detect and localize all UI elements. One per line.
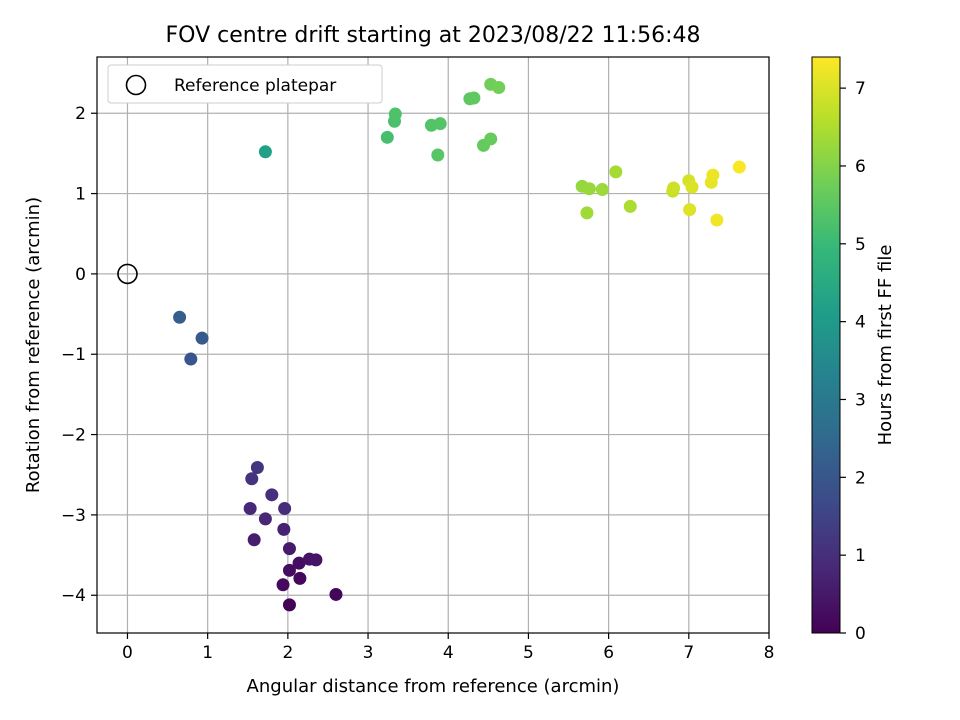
legend: Reference platepar <box>107 64 383 104</box>
colorbar-tick-label: 7 <box>855 79 866 99</box>
data-point <box>685 180 699 194</box>
y-tick-label: 1 <box>75 185 86 205</box>
colorbar-gradient <box>811 56 841 634</box>
data-point <box>195 331 209 345</box>
plot-frame <box>96 56 770 634</box>
data-points <box>173 77 746 612</box>
data-point <box>706 168 720 182</box>
data-point <box>329 587 343 601</box>
data-point <box>245 472 259 486</box>
data-point <box>582 182 596 196</box>
y-tick-label: 2 <box>75 104 86 124</box>
y-tick-label: −2 <box>61 426 86 446</box>
data-point <box>282 598 296 612</box>
colorbar-tick-label: 3 <box>855 390 866 410</box>
y-tick-label: −1 <box>61 345 86 365</box>
data-point <box>258 512 272 526</box>
x-tick-label: 2 <box>282 643 293 663</box>
x-tick-label: 6 <box>603 643 614 663</box>
x-axis-ticks: 0 1 2 3 4 5 6 7 8 <box>122 633 774 663</box>
colorbar: 0 1 2 3 4 5 6 7 Hours from first FF file <box>811 56 896 644</box>
colorbar-tick-label: 4 <box>855 313 866 333</box>
reference-platepar-marker <box>117 263 138 285</box>
colorbar-ticks: 0 1 2 3 4 5 6 7 <box>840 79 866 644</box>
x-tick-label: 3 <box>363 643 374 663</box>
data-point <box>732 160 746 174</box>
colorbar-tick-label: 2 <box>855 468 866 488</box>
data-point <box>265 488 279 502</box>
data-point <box>388 107 402 121</box>
y-axis-label: Rotation from reference (arcmin) <box>23 197 44 493</box>
data-point <box>667 181 681 195</box>
data-point <box>710 213 724 227</box>
colorbar-tick-label: 1 <box>855 546 866 566</box>
colorbar-tick-label: 0 <box>855 624 866 644</box>
legend-open-circle-icon <box>125 74 147 96</box>
data-point <box>623 199 637 213</box>
data-point <box>292 556 306 570</box>
data-point <box>309 553 323 567</box>
data-point <box>278 501 292 515</box>
x-tick-label: 8 <box>764 643 775 663</box>
data-point <box>258 145 272 159</box>
data-point <box>683 203 697 217</box>
x-tick-label: 1 <box>202 643 213 663</box>
y-axis-ticks: 2 1 0 −1 −2 −3 −4 <box>61 104 97 606</box>
colorbar-label: Hours from first FF file <box>875 245 896 446</box>
data-point <box>492 81 506 95</box>
grid-lines <box>97 57 770 633</box>
x-tick-label: 0 <box>122 643 133 663</box>
data-point <box>484 132 498 146</box>
x-tick-label: 4 <box>443 643 454 663</box>
y-tick-label: −3 <box>61 506 86 526</box>
x-axis-label: Angular distance from reference (arcmin) <box>247 676 620 697</box>
data-point <box>282 542 296 556</box>
data-point <box>433 117 447 131</box>
data-point <box>467 91 481 105</box>
legend-label: Reference platepar <box>174 76 336 96</box>
colorbar-tick-label: 5 <box>855 235 866 255</box>
data-point <box>243 501 257 515</box>
data-point <box>184 352 198 366</box>
data-point <box>580 206 594 220</box>
data-point <box>250 461 264 475</box>
data-point <box>276 578 290 592</box>
data-point <box>380 130 394 144</box>
x-tick-label: 7 <box>683 643 694 663</box>
data-point <box>282 563 296 577</box>
data-point <box>595 183 609 197</box>
chart-title: FOV centre drift starting at 2023/08/22 … <box>166 23 701 48</box>
data-point <box>293 571 307 585</box>
data-point <box>431 148 445 162</box>
data-point <box>247 533 261 547</box>
y-tick-label: −4 <box>61 586 86 606</box>
y-tick-label: 0 <box>75 265 86 285</box>
x-tick-label: 5 <box>523 643 534 663</box>
data-point <box>609 165 623 179</box>
colorbar-tick-label: 6 <box>855 157 866 177</box>
legend-box <box>107 64 383 104</box>
data-point <box>173 310 187 324</box>
data-point <box>277 522 291 536</box>
